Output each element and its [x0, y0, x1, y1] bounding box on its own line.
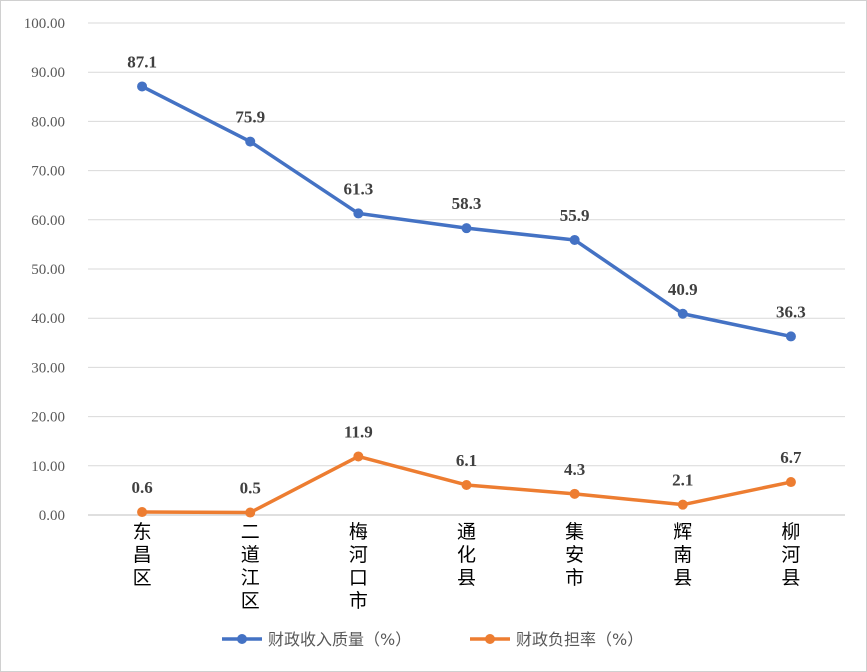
x-tick-label: 集安市: [565, 521, 584, 589]
y-tick-label: 80.00: [31, 114, 65, 130]
data-point: [677, 499, 688, 510]
data-label: 36.3: [776, 302, 806, 321]
legend-item-1: 财政收入质量（%）: [222, 630, 411, 649]
data-point: [785, 331, 796, 342]
x-tick-label: 东昌区: [133, 521, 152, 589]
y-tick-label: 0.00: [39, 508, 65, 524]
series-layer: [137, 81, 796, 518]
data-labels: 87.1 75.9 61.3 58.3 55.9 40.9 36.3 0.6 0.5 11.9 6.…: [127, 52, 806, 497]
data-point: [245, 507, 256, 518]
data-point: [137, 507, 148, 518]
legend-swatch-marker: [237, 634, 247, 644]
data-point: [353, 451, 364, 462]
data-label: 87.1: [127, 52, 157, 71]
y-axis: 0.00 10.00 20.00 30.00 40.00 50.00 60.00 70.00 8…: [24, 16, 65, 524]
y-tick-label: 10.00: [31, 459, 65, 475]
y-tick-label: 50.00: [31, 262, 65, 278]
data-label: 75.9: [235, 108, 265, 127]
legend-label: 财政负担率（%）: [516, 630, 643, 649]
x-tick-label: 柳河县: [781, 521, 800, 589]
data-label: 6.7: [780, 448, 802, 467]
data-label: 4.3: [564, 460, 585, 479]
y-tick-label: 40.00: [31, 311, 65, 327]
data-point: [137, 81, 148, 92]
y-tick-label: 100.00: [24, 16, 65, 32]
data-label: 6.1: [456, 451, 477, 470]
y-tick-label: 90.00: [31, 65, 65, 81]
legend-label: 财政收入质量（%）: [268, 630, 411, 649]
legend: 财政收入质量（%） 财政负担率（%）: [222, 630, 643, 649]
legend-swatch-marker: [485, 634, 495, 644]
data-label: 55.9: [560, 206, 590, 225]
data-point: [461, 479, 472, 490]
data-point: [677, 308, 688, 319]
data-label: 11.9: [344, 422, 373, 441]
data-point: [353, 208, 364, 219]
x-tick-label: 辉南县: [673, 521, 692, 589]
data-point: [245, 136, 256, 147]
legend-item-2: 财政负担率（%）: [470, 630, 643, 649]
y-tick-label: 30.00: [31, 360, 65, 376]
y-tick-label: 60.00: [31, 213, 65, 229]
data-point: [785, 477, 796, 488]
data-label: 0.6: [131, 478, 152, 497]
data-label: 61.3: [343, 179, 373, 198]
x-tick-label: 二道江区: [241, 521, 260, 612]
data-point: [461, 223, 472, 234]
data-point: [569, 234, 580, 245]
x-tick-label: 梅河口市: [349, 521, 368, 612]
x-axis: 东昌区 二道江区 梅河口市 通化县 集安市 辉南县 柳河县: [133, 521, 801, 612]
data-label: 2.1: [672, 471, 693, 490]
x-tick-label: 通化县: [457, 521, 476, 589]
y-tick-label: 20.00: [31, 410, 65, 426]
data-label: 58.3: [452, 194, 482, 213]
gridlines: [88, 22, 845, 516]
data-label: 40.9: [668, 280, 698, 299]
data-point: [569, 488, 580, 499]
data-label: 0.5: [240, 479, 261, 498]
y-tick-label: 70.00: [31, 164, 65, 180]
